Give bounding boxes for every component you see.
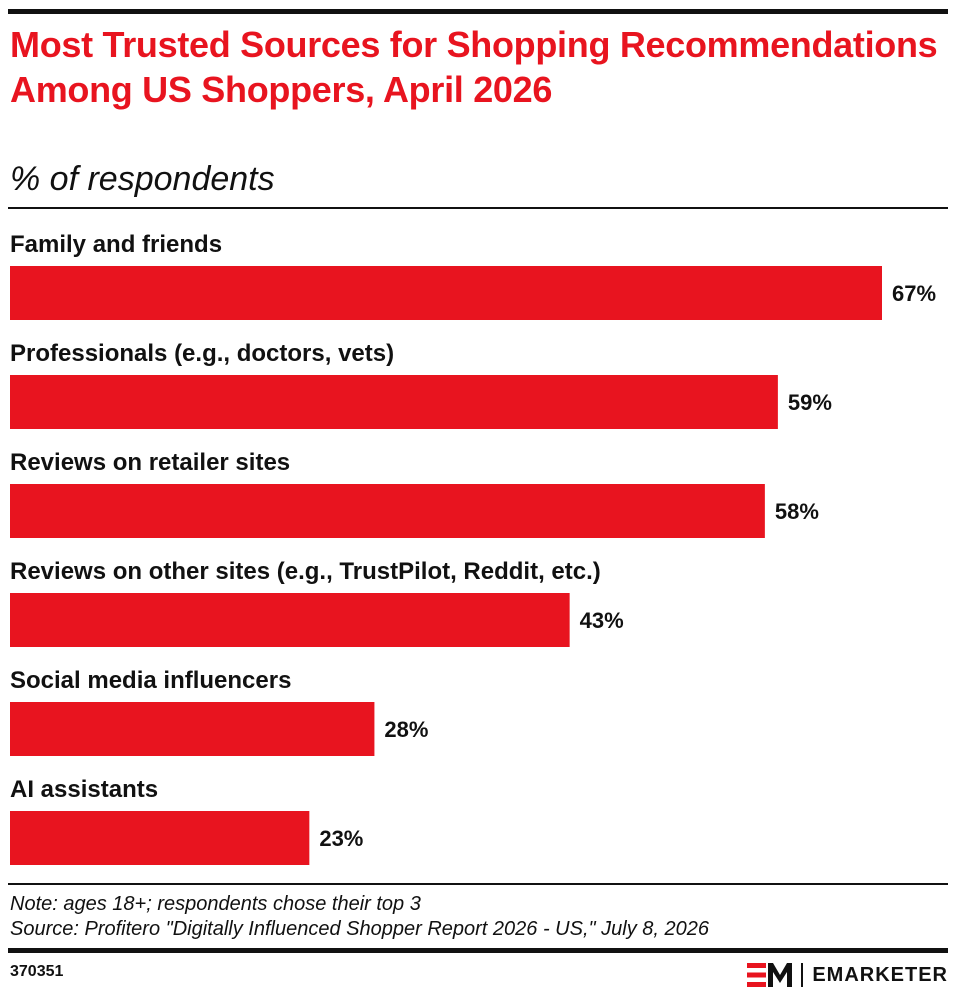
top-rule xyxy=(8,9,948,14)
footer-rule xyxy=(8,883,948,885)
chart-subtitle: % of respondents xyxy=(10,160,275,198)
bar xyxy=(10,484,765,538)
category-label: Social media influencers xyxy=(10,667,291,694)
category-label: Reviews on other sites (e.g., TrustPilot… xyxy=(10,558,601,585)
value-label: 59% xyxy=(788,390,832,415)
bottom-rule xyxy=(8,948,948,953)
value-label: 23% xyxy=(319,826,363,851)
bar xyxy=(10,702,375,756)
bar xyxy=(10,375,778,429)
bar-chart: Family and friends 67% Professionals (e.g.… xyxy=(10,231,936,865)
bar xyxy=(10,266,882,320)
header-rule xyxy=(8,207,948,209)
category-label: Family and friends xyxy=(10,231,222,258)
chart-source: Source: Profitero "Digitally Influenced … xyxy=(10,918,710,940)
chart-title: Most Trusted Sources for Shopping Recomm… xyxy=(10,24,938,110)
value-label: 28% xyxy=(384,717,428,742)
category-label: Professionals (e.g., doctors, vets) xyxy=(10,340,394,367)
em-logo-icon xyxy=(747,963,793,987)
category-label: AI assistants xyxy=(10,776,158,803)
value-label: 67% xyxy=(892,281,936,306)
logo-divider xyxy=(801,963,804,987)
chart-note: Note: ages 18+; respondents chose their … xyxy=(10,893,421,915)
value-label: 58% xyxy=(775,499,819,524)
brand-name: EMARKETER xyxy=(812,963,948,986)
category-label: Reviews on retailer sites xyxy=(10,449,290,476)
chart-id: 370351 xyxy=(10,963,64,980)
bar xyxy=(10,811,310,865)
value-label: 43% xyxy=(580,608,624,633)
emarketer-logo: EMARKETER xyxy=(747,959,948,991)
bar xyxy=(10,593,570,647)
